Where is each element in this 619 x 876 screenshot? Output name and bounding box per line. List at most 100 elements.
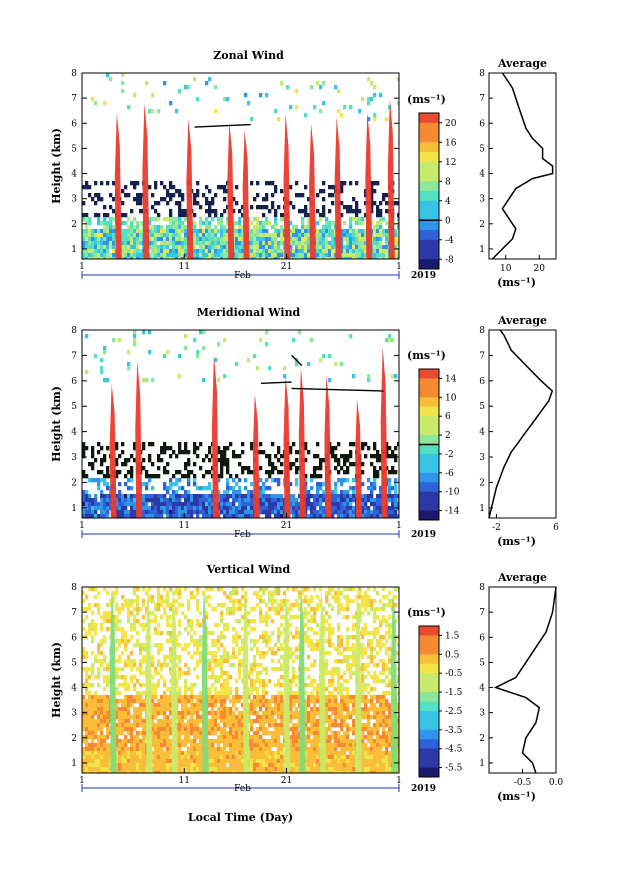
colorbar-tick-label: -2 [445,450,454,460]
average-x-tick-label: 0.0 [549,778,564,788]
average-x-tick-label: 10 [500,264,512,274]
annotation-line [291,354,303,367]
x-tick-label: 1 [79,262,85,272]
average-frame [488,329,557,519]
x-tick-label: 11 [179,776,190,786]
y-tick-label: 4 [71,684,77,694]
month-label: Feb [234,784,251,794]
colorbar-swatch [419,406,439,417]
heatmap-field [82,330,399,518]
average-y-tick-label: 6 [479,119,485,129]
y-tick-label: 4 [71,170,77,180]
year-label: 2019 [411,530,436,540]
x-tick-label: 21 [281,776,292,786]
x-tick-label: 21 [281,521,292,531]
annotation-line [260,381,292,385]
event-column [142,102,150,259]
colorbar-tick-label: 12 [445,158,456,168]
panel-title: Zonal Wind [213,49,284,62]
event-column [109,383,117,518]
colorbar-swatch [419,644,439,655]
colorbar-swatch [419,663,439,674]
average-y-tick-label: 6 [479,633,485,643]
heatmap-field [82,73,399,259]
year-label: 2019 [411,784,436,794]
average-x-tick-label: -0.5 [514,778,532,788]
colorbar-swatch [419,132,439,143]
colorbar-swatch [419,710,439,721]
event-column [387,98,395,259]
plot-frame [81,72,400,260]
event-column [242,129,250,259]
x-tick-label: 1 [396,521,402,531]
y-tick-label: 3 [71,453,77,463]
average-y-tick-label: 8 [479,326,485,336]
month-label: Feb [234,271,251,281]
y-tick-label: 8 [71,583,77,593]
average-frame [488,586,557,774]
average-title: Average [497,314,547,327]
average-y-tick-label: 1 [479,759,485,769]
average-y-tick-label: 7 [479,608,485,618]
event-column [355,587,363,773]
y-tick-label: 2 [71,220,77,230]
colorbar-swatch [419,122,439,133]
average-y-tick-label: 4 [479,428,485,438]
event-column [242,587,250,773]
y-tick-label: 1 [71,504,77,514]
colorbar-tick-label: 14 [445,374,457,384]
average-y-tick-label: 8 [479,69,485,79]
y-axis-label: Height (km) [50,642,63,718]
colorbar-swatch [419,387,439,398]
y-axis-label: Height (km) [50,386,63,462]
colorbar-frame [418,112,440,270]
event-column [390,587,398,773]
y-axis-label: Height (km) [50,128,63,204]
average-y-tick-label: 3 [479,195,485,205]
event-column [145,587,153,773]
colorbar-swatch [419,682,439,693]
colorbar-swatch [419,416,439,427]
plot-frame [81,329,400,519]
average-y-tick-label: 2 [479,220,485,230]
y-tick-label: 8 [71,69,77,79]
average-y-tick-label: 7 [479,94,485,104]
colorbar-tick-label: 4 [445,197,451,207]
colorbar-swatch [419,171,439,182]
month-label: Feb [234,530,251,540]
event-column [171,587,179,773]
average-x-tick-label: -2 [492,523,501,533]
colorbar-swatch [419,181,439,192]
colorbar-swatch [419,692,439,702]
colorbar-tick-label: -1.5 [445,688,463,698]
x-tick-label: 11 [179,521,190,531]
colorbar-swatch [419,635,439,646]
x-tick-label: 1 [79,521,85,531]
colorbar-tick-label: 10 [445,393,457,403]
y-tick-label: 7 [71,351,77,361]
y-tick-label: 5 [71,658,77,668]
colorbar-swatch [419,161,439,172]
colorbar-swatch [419,748,439,759]
average-y-tick-label: 5 [479,402,485,412]
y-tick-label: 2 [71,734,77,744]
average-y-tick-label: 1 [479,504,485,514]
average-y-tick-label: 8 [479,583,485,593]
colorbar-tick-label: 20 [445,119,457,129]
y-tick-label: 6 [71,119,77,129]
colorbar-swatch [419,142,439,153]
event-column [114,112,122,259]
average-profile-line [493,586,557,774]
x-tick-label: 1 [79,776,85,786]
x-tick-label: 11 [179,262,190,272]
colorbar-frame [418,625,440,778]
event-column [283,375,291,518]
panel-title: Meridional Wind [197,306,301,319]
event-column [109,587,117,773]
colorbar-swatch [419,482,439,493]
colorbar-swatch [419,378,439,389]
colorbar-swatch [419,425,439,436]
average-title: Average [497,571,547,584]
colorbar-swatch [419,720,439,731]
